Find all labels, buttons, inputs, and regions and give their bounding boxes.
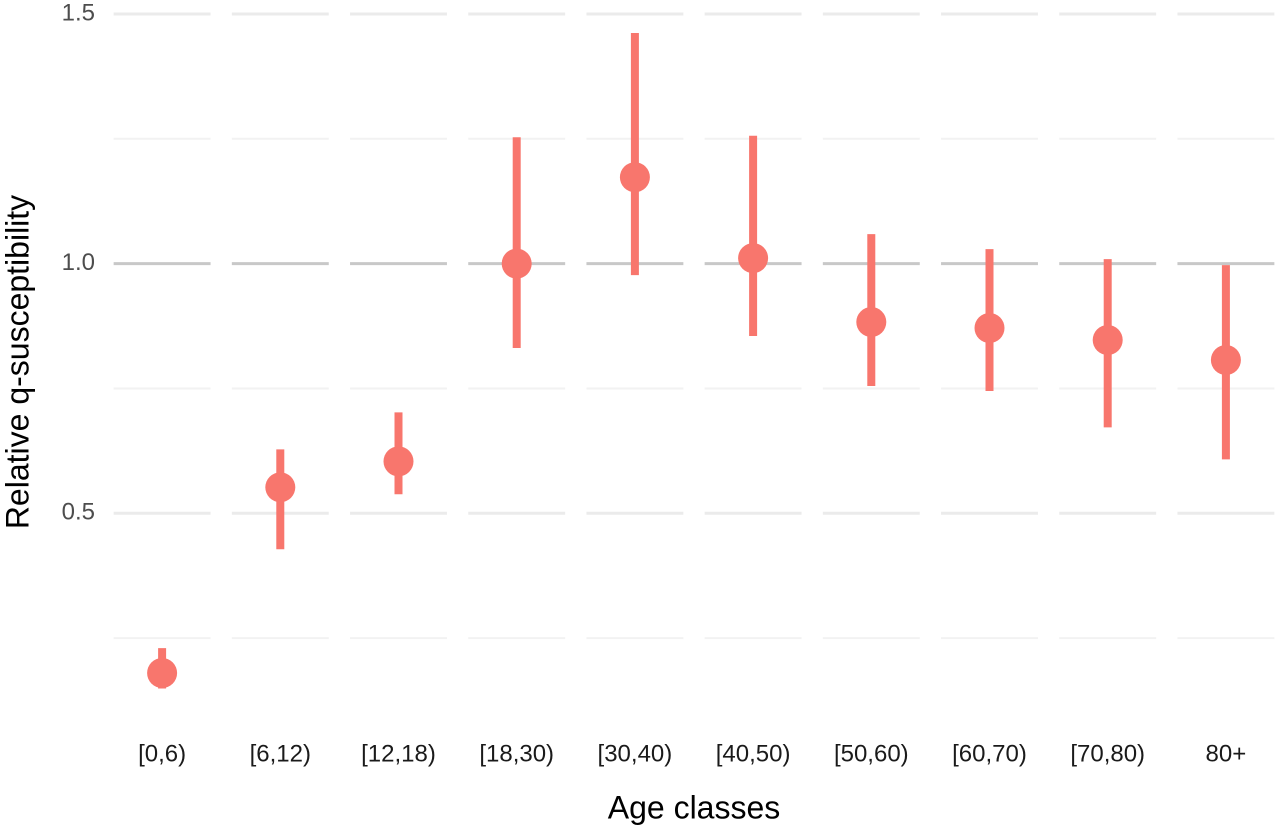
y-tick-label: 1.0 xyxy=(62,249,95,276)
x-tick-label: [6,12) xyxy=(250,740,311,767)
x-tick-label: [60,70) xyxy=(952,740,1027,767)
point xyxy=(501,248,532,279)
point xyxy=(974,313,1005,344)
point xyxy=(265,472,296,503)
point xyxy=(383,446,414,477)
y-axis-title: Relative q-susceptibility xyxy=(0,195,35,529)
x-tick-label: 80+ xyxy=(1206,740,1247,767)
x-tick-label: [70,80) xyxy=(1070,740,1145,767)
x-tick-label: [0,6) xyxy=(138,740,186,767)
x-tick-label: [12,18) xyxy=(361,740,436,767)
x-tick-label: [18,30) xyxy=(479,740,554,767)
x-tick-label: [50,60) xyxy=(834,740,909,767)
x-axis-title: Age classes xyxy=(608,789,781,825)
point xyxy=(1210,344,1241,375)
y-tick-label: 0.5 xyxy=(62,499,95,526)
point xyxy=(856,307,887,338)
point xyxy=(619,162,650,193)
point xyxy=(1092,325,1123,356)
x-tick-label: [40,50) xyxy=(716,740,791,767)
x-tick-label: [30,40) xyxy=(598,740,673,767)
point xyxy=(147,658,178,689)
point xyxy=(738,243,769,274)
y-tick-label: 1.5 xyxy=(62,0,95,26)
